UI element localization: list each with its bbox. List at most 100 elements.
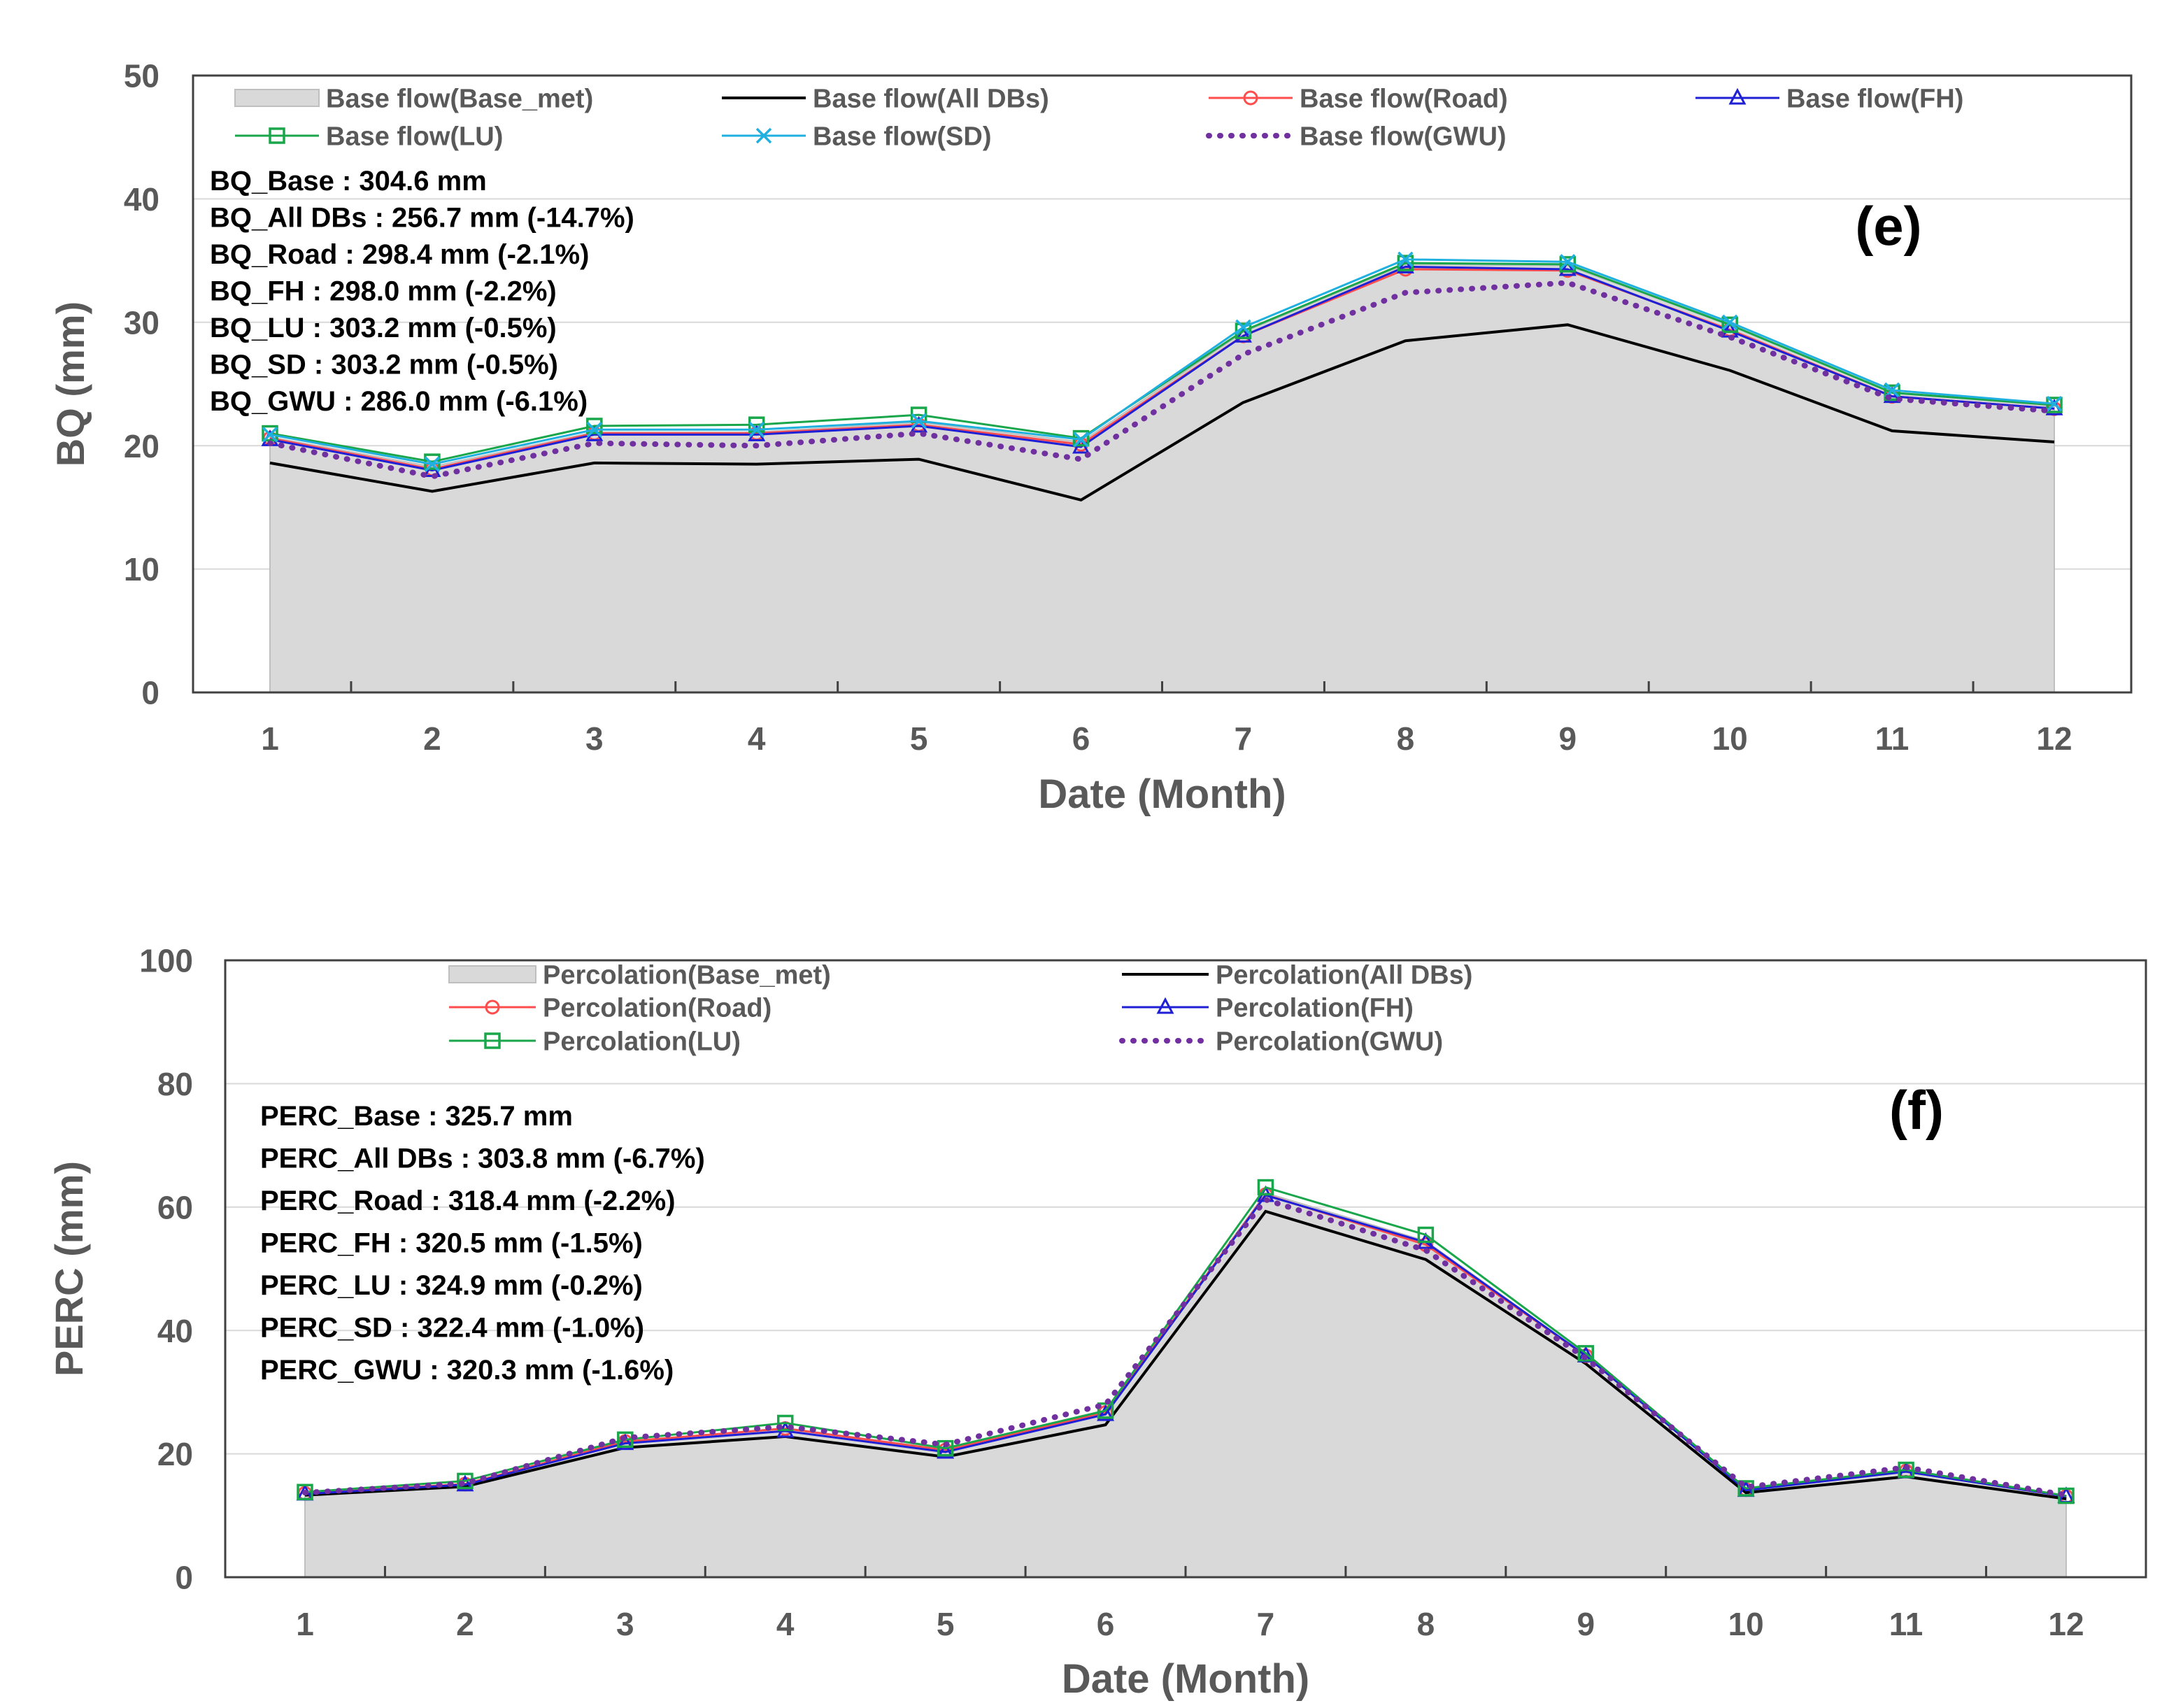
data-point-7 [1235, 319, 1251, 336]
x-tick-label: 10 [1712, 720, 1748, 757]
x-tick-label: 2 [423, 720, 441, 757]
data-point-2 [424, 456, 441, 472]
legend-marker [1156, 997, 1174, 1014]
data-point-6 [1097, 1404, 1115, 1421]
x-tick-label: 5 [937, 1606, 955, 1642]
y-axis-title: PERC (mm) [47, 1161, 91, 1376]
data-point-5 [937, 1442, 955, 1459]
legend-marker [485, 999, 500, 1015]
legend-label: Base flow(SD) [813, 122, 991, 152]
data-point-4 [748, 416, 765, 433]
legend-item: Base flow(FH) [1695, 85, 1963, 114]
x-tick-label: 7 [1235, 720, 1253, 757]
legend-item: Percolation(Road) [449, 994, 771, 1023]
x-tick-label: 10 [1728, 1606, 1764, 1642]
x-tick-label: 1 [261, 720, 279, 757]
y-axis-title: BQ (mm) [48, 301, 92, 467]
x-tick-label: 4 [776, 1606, 795, 1642]
series-line [269, 323, 2055, 501]
x-tick-label: 11 [1889, 1606, 1923, 1642]
x-tick-label: 3 [585, 720, 604, 757]
legend-item: Base flow(Road) [1209, 85, 1508, 114]
x-tick-label: 9 [1577, 1606, 1595, 1642]
x-axis-title: Date (Month) [1038, 771, 1286, 817]
stats-annotation: BQ_GWU : 286.0 mm (-6.1%) [210, 386, 588, 417]
x-tick-label: 12 [2036, 720, 2072, 757]
series-Percolation(All DBs) [304, 1209, 2067, 1500]
legend: Base flow(Base_met) Base flow(All DBs) Bas… [234, 85, 1963, 152]
legend-label: Base flow(Road) [1300, 85, 1508, 114]
legend-label: Percolation(GWU) [1216, 1027, 1443, 1057]
legend-swatch [234, 89, 320, 107]
data-point-1 [262, 427, 278, 443]
data-point-7 [1257, 1179, 1274, 1196]
stats-annotation: BQ_FH : 298.0 mm (-2.2%) [210, 276, 557, 307]
legend-item: Percolation(LU) [449, 1027, 741, 1057]
stats-annotation: PERC_GWU : 320.3 mm (-1.6%) [260, 1355, 674, 1386]
legend-item: Base flow(GWU) [1206, 122, 1507, 152]
series-Base flow(All DBs) [269, 323, 2055, 501]
data-point-9 [1560, 254, 1576, 270]
legend-item: Percolation(Base_met) [448, 961, 831, 990]
stats-annotation: BQ_LU : 303.2 mm (-0.5%) [210, 313, 557, 343]
legend-item: Percolation(GWU) [1119, 1027, 1443, 1057]
stats-annotation: PERC_Base : 325.7 mm [260, 1101, 573, 1132]
legend-label: Percolation(FH) [1216, 994, 1414, 1023]
legend-marker [1728, 87, 1747, 105]
y-tick-label: 80 [157, 1066, 193, 1102]
data-point-12 [2046, 395, 2063, 412]
y-tick-label: 30 [124, 304, 159, 341]
series-Percolation(GWU) [302, 1196, 2069, 1498]
y-tick-label: 0 [175, 1560, 193, 1596]
data-point-10 [1721, 314, 1738, 331]
data-point-12 [2046, 397, 2063, 413]
legend-label: Base flow(All DBs) [813, 85, 1049, 114]
data-point-5 [911, 413, 927, 429]
stats-annotation: BQ_Base : 304.6 mm [210, 166, 487, 197]
x-tick-label: 9 [1558, 720, 1577, 757]
y-tick-label: 40 [124, 181, 159, 218]
stats-annotation: BQ_Road : 298.4 mm (-2.1%) [210, 239, 589, 270]
legend-label: Percolation(All DBs) [1216, 961, 1472, 990]
legend-marker [484, 1032, 501, 1049]
data-point-1 [262, 425, 278, 442]
data-point-8 [1417, 1226, 1435, 1244]
x-tick-label: 8 [1397, 720, 1415, 757]
x-tick-label: 2 [456, 1606, 474, 1642]
data-point-4 [776, 1414, 794, 1432]
x-tick-label: 7 [1257, 1606, 1275, 1642]
legend-item: Base flow(LU) [235, 122, 503, 152]
x-tick-label: 4 [748, 720, 766, 757]
legend-item: Base flow(Base_met) [234, 85, 593, 114]
data-point-3 [617, 1431, 634, 1449]
data-point-7 [1234, 325, 1252, 343]
legend-label: Percolation(LU) [543, 1027, 741, 1057]
stats-annotation: BQ_All DBs : 256.7 mm (-14.7%) [210, 203, 634, 234]
data-point-3 [586, 418, 603, 434]
legend-swatch [448, 965, 536, 983]
stats-annotations: BQ_Base : 304.6 mm BQ_All DBs : 256.7 mm … [210, 166, 634, 417]
y-tick-label: 100 [139, 943, 193, 979]
x-tick-label: 8 [1417, 1606, 1435, 1642]
legend-label: Percolation(Road) [543, 994, 771, 1023]
legend-item: Base flow(SD) [722, 122, 991, 152]
data-point-9 [1558, 259, 1577, 276]
legend-marker [269, 127, 285, 144]
x-tick-label: 6 [1072, 720, 1090, 757]
data-point-8 [1396, 257, 1414, 273]
x-tick-label: 1 [296, 1606, 314, 1642]
series-Base flow(GWU) [267, 280, 2057, 480]
stats-annotations: PERC_Base : 325.7 mm PERC_All DBs : 303.8… [260, 1101, 705, 1386]
series-line [302, 1196, 2069, 1498]
series-Base flow(SD) [262, 251, 2063, 472]
x-axis-title: Date (Month) [1062, 1656, 1309, 1702]
x-tick-label: 3 [616, 1606, 634, 1642]
stats-annotation: BQ_SD : 303.2 mm (-0.5%) [210, 350, 558, 380]
data-point-11 [1898, 1461, 1914, 1479]
x-tick-label: 12 [2048, 1606, 2084, 1642]
series-line [267, 280, 2057, 480]
y-tick-label: 20 [157, 1436, 193, 1472]
